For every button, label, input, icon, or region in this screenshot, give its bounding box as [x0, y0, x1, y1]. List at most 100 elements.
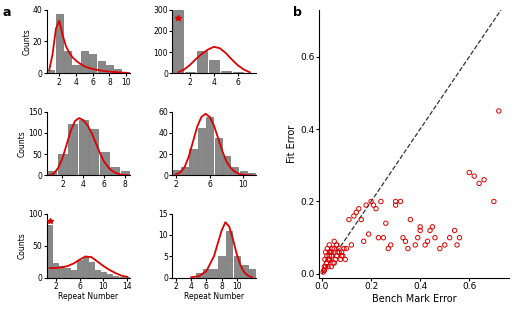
- Point: [337, 250, 346, 255]
- Bar: [73, 65, 79, 73]
- Point: [445, 235, 454, 240]
- Point: [465, 170, 473, 175]
- Bar: [58, 154, 67, 175]
- Point: [381, 221, 390, 226]
- Point: [387, 242, 395, 248]
- Bar: [231, 167, 238, 175]
- Point: [379, 235, 388, 240]
- Point: [320, 264, 329, 269]
- Bar: [53, 263, 58, 278]
- Point: [416, 224, 425, 229]
- Point: [325, 257, 334, 262]
- X-axis label: Repeat Number: Repeat Number: [184, 292, 244, 301]
- Point: [391, 203, 400, 208]
- Bar: [107, 274, 112, 278]
- Point: [320, 268, 329, 273]
- Point: [343, 246, 351, 251]
- Point: [495, 108, 503, 114]
- Bar: [89, 129, 98, 175]
- Point: [321, 250, 330, 255]
- Bar: [83, 257, 88, 278]
- Point: [326, 250, 335, 255]
- Y-axis label: Fit Error: Fit Error: [288, 124, 297, 163]
- Bar: [209, 60, 219, 73]
- X-axis label: Bench Mark Error: Bench Mark Error: [372, 294, 456, 304]
- Bar: [77, 260, 82, 278]
- Point: [323, 261, 331, 266]
- Point: [330, 239, 338, 244]
- Bar: [241, 265, 248, 278]
- Bar: [59, 266, 64, 278]
- Bar: [65, 268, 70, 278]
- Point: [330, 261, 338, 266]
- Bar: [114, 69, 121, 73]
- Point: [367, 199, 375, 204]
- Bar: [64, 51, 71, 73]
- Bar: [98, 61, 105, 73]
- Bar: [197, 51, 207, 73]
- Bar: [47, 70, 54, 73]
- Bar: [95, 270, 100, 278]
- Bar: [110, 167, 119, 175]
- Point: [364, 232, 373, 237]
- Point: [329, 261, 337, 266]
- Bar: [100, 152, 108, 175]
- Point: [323, 246, 332, 251]
- Point: [475, 181, 483, 186]
- Point: [453, 242, 461, 248]
- Bar: [181, 167, 188, 175]
- Point: [341, 257, 349, 262]
- Bar: [234, 256, 240, 278]
- X-axis label: Repeat Number: Repeat Number: [59, 292, 118, 301]
- Point: [399, 235, 407, 240]
- Point: [490, 199, 498, 204]
- Point: [377, 199, 385, 204]
- Bar: [198, 128, 205, 175]
- Bar: [113, 276, 118, 278]
- Point: [416, 228, 425, 233]
- Point: [322, 261, 331, 266]
- Bar: [249, 269, 255, 278]
- Point: [391, 199, 400, 204]
- Point: [334, 250, 342, 255]
- Bar: [69, 124, 77, 175]
- Point: [455, 235, 463, 240]
- Point: [321, 257, 329, 262]
- Bar: [189, 149, 197, 175]
- Point: [435, 246, 444, 251]
- Point: [401, 239, 409, 244]
- Point: [323, 253, 331, 258]
- Bar: [240, 171, 247, 175]
- Bar: [79, 120, 88, 175]
- Text: a: a: [3, 6, 11, 19]
- Point: [325, 250, 333, 255]
- Point: [426, 228, 434, 233]
- Point: [339, 253, 347, 258]
- Point: [362, 203, 370, 208]
- Bar: [223, 156, 230, 175]
- Y-axis label: Counts: Counts: [18, 130, 26, 157]
- Point: [370, 203, 378, 208]
- Bar: [56, 14, 63, 73]
- Point: [333, 242, 341, 248]
- Point: [384, 246, 392, 251]
- Bar: [119, 277, 124, 278]
- Point: [331, 257, 339, 262]
- Point: [360, 239, 368, 244]
- Bar: [125, 277, 130, 278]
- Point: [431, 235, 439, 240]
- Point: [335, 250, 343, 255]
- Point: [324, 264, 332, 269]
- Point: [406, 217, 415, 222]
- Bar: [71, 270, 76, 278]
- Point: [411, 242, 419, 248]
- Point: [327, 253, 336, 258]
- Bar: [48, 171, 57, 175]
- Bar: [101, 272, 106, 278]
- Point: [345, 217, 353, 222]
- Point: [319, 270, 327, 275]
- Bar: [81, 51, 88, 73]
- Bar: [120, 171, 130, 175]
- Point: [324, 257, 332, 262]
- Point: [325, 253, 333, 258]
